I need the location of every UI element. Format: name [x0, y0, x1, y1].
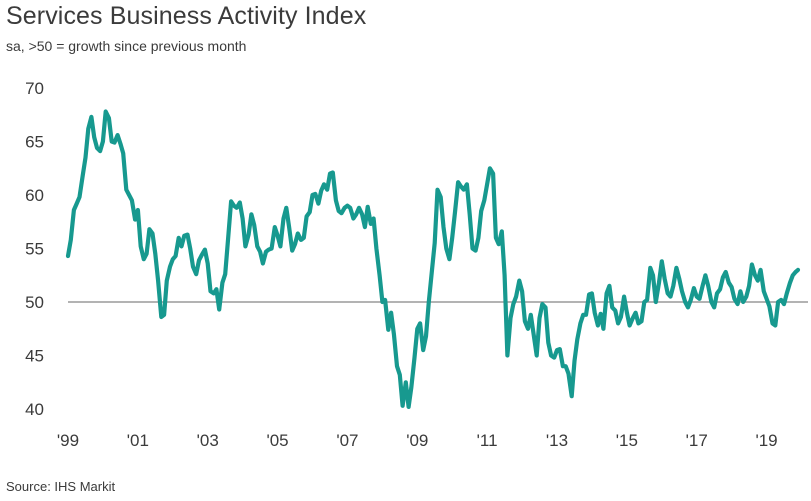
series-line	[65, 109, 801, 409]
x-tick-label: '13	[546, 431, 568, 450]
x-tick-label: '01	[127, 431, 149, 450]
x-tick-label: '09	[406, 431, 428, 450]
y-tick-label: 50	[25, 293, 44, 312]
y-tick-label: 55	[25, 240, 44, 259]
chart-subtitle: sa, >50 = growth since previous month	[6, 38, 247, 54]
y-axis: 40 45 50 55 60 65 70	[25, 79, 44, 419]
x-tick-label: '11	[477, 431, 498, 450]
source-note: Source: IHS Markit	[6, 479, 116, 494]
y-tick-label: 60	[25, 186, 44, 205]
x-axis: '99 '01 '03 '05 '07 '09 '11 '13 '15 '17 '19	[57, 431, 778, 450]
x-tick-label: '05	[266, 431, 288, 450]
x-tick-label: '99	[57, 431, 79, 450]
chart-title: Services Business Activity Index	[6, 2, 367, 30]
x-tick-label: '15	[616, 431, 638, 450]
x-tick-label: '07	[336, 431, 358, 450]
y-tick-label: 40	[25, 400, 44, 419]
y-tick-label: 45	[25, 347, 44, 366]
y-tick-label: 65	[25, 133, 44, 152]
y-tick-label: 70	[25, 79, 44, 98]
x-tick-label: '19	[755, 431, 777, 450]
x-tick-label: '03	[197, 431, 219, 450]
x-tick-label: '17	[686, 431, 708, 450]
